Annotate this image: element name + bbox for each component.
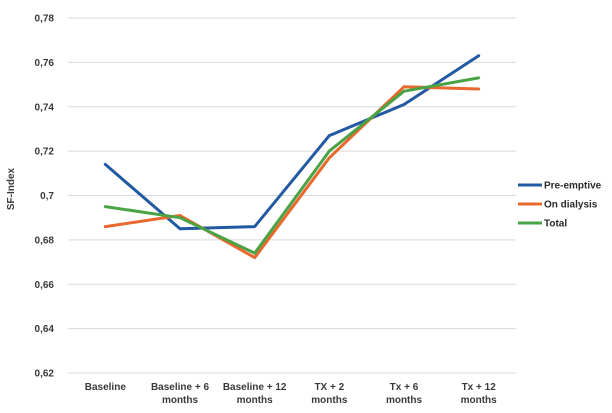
y-tick-label: 0,74 (35, 102, 55, 113)
series-lines (103, 54, 481, 260)
x-tick-label: Baseline + 6 months (151, 382, 210, 406)
x-tick-label: Tx + 6 months (386, 382, 423, 406)
y-tick-label: 0,64 (35, 324, 55, 335)
y-tick-label: 0,76 (35, 58, 55, 69)
y-tick-label: 0,72 (35, 147, 55, 158)
legend-label: On dialysis (544, 200, 598, 211)
legend-label: Total (544, 219, 567, 230)
x-tick-label: Tx + 12 months (461, 382, 498, 406)
x-axis-ticks: Baseline Baseline + 6 months Baseline + 12 m… (85, 382, 497, 406)
series-line (103, 85, 481, 260)
y-tick-label: 0,78 (35, 14, 55, 25)
series-line (103, 76, 481, 255)
y-tick-label: 0,7 (40, 191, 54, 202)
x-tick-label: Baseline (85, 382, 127, 393)
y-tick-label: 0,68 (35, 235, 55, 246)
y-tick-label: 0,66 (35, 280, 55, 291)
x-tick-label: TX + 2 months (311, 382, 348, 406)
y-axis-title: SF-Index (6, 167, 17, 210)
legend: Pre-emptive On dialysis Total (518, 181, 602, 230)
y-axis-ticks: 0,62 0,64 0,66 0,68 0,7 0,72 0,74 0,76 0,78 (35, 14, 55, 380)
gridlines (68, 17, 516, 374)
legend-label: Pre-emptive (544, 181, 602, 192)
x-tick-label: Baseline + 12 months (223, 382, 287, 406)
y-tick-label: 0,62 (35, 369, 55, 380)
